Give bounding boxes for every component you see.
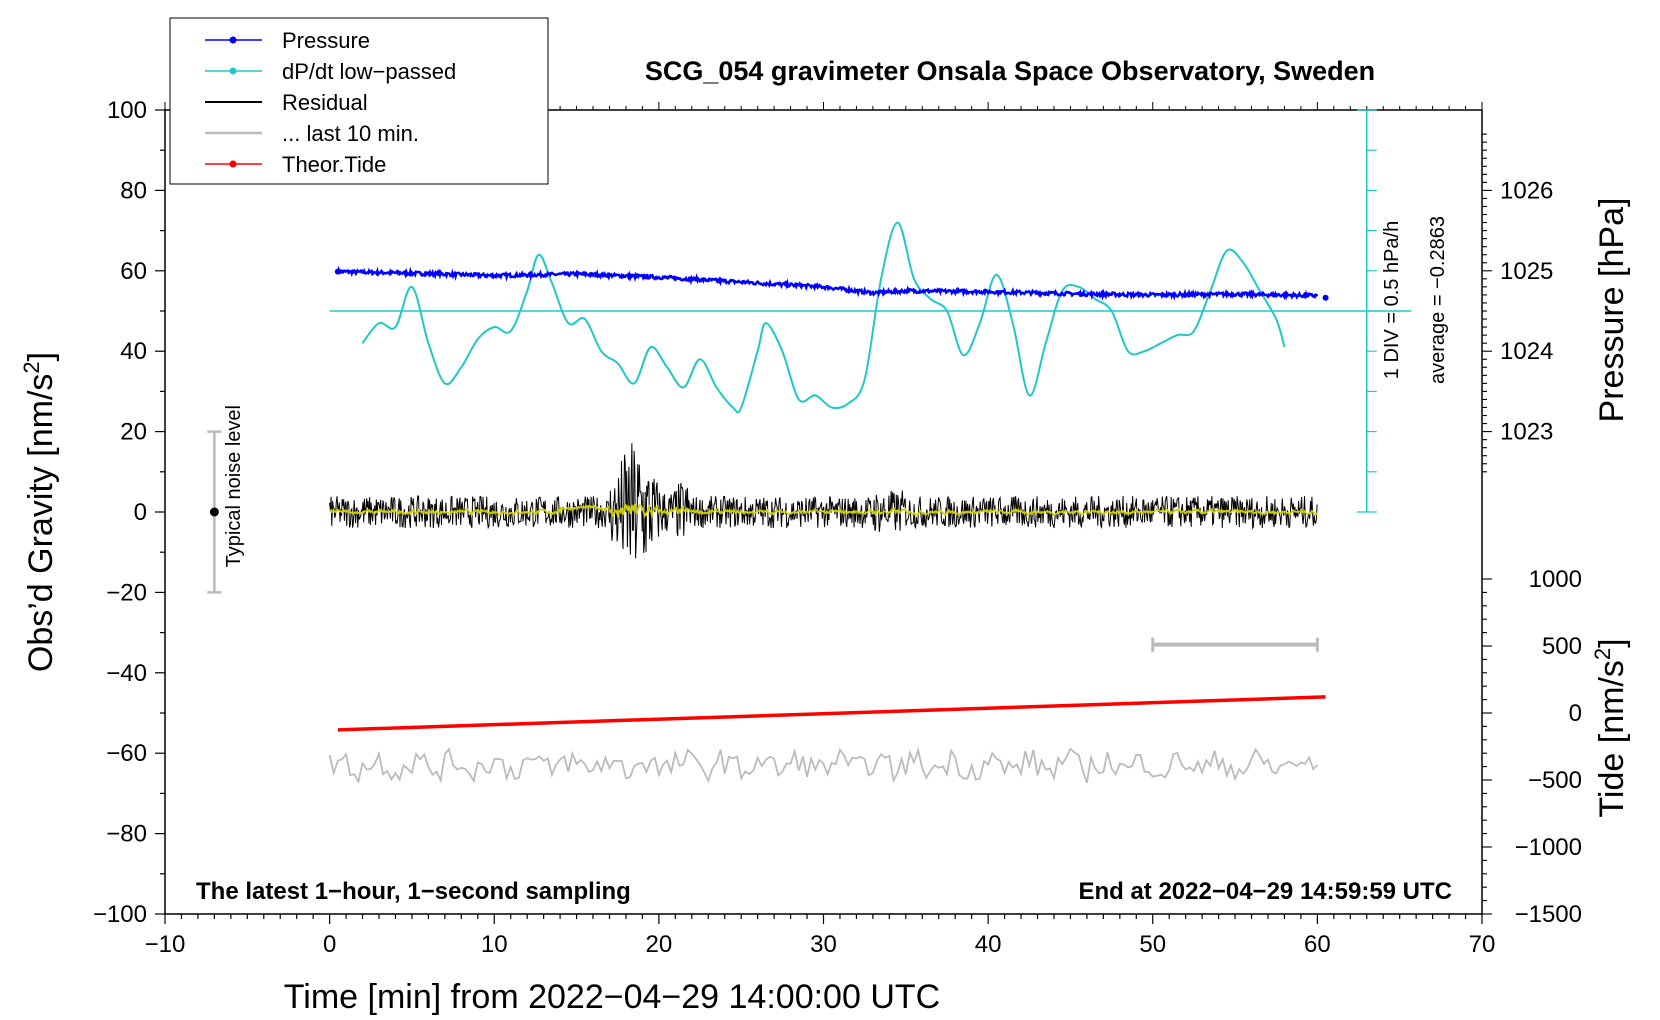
scale-average-label: average = −0.2863 bbox=[1427, 216, 1449, 384]
y-tick-labels: 100 80 60 40 20 0 −20 −40 −60 −80 −100 bbox=[93, 97, 147, 928]
y-tick-label: 60 bbox=[120, 258, 147, 285]
last10-line bbox=[328, 747, 1319, 784]
x-axis-title: Time [min] from 2022−04−29 14:00:00 UTC bbox=[284, 978, 940, 1016]
pressure-tick-label: 1024 bbox=[1500, 338, 1553, 365]
x-tick-label: 0 bbox=[323, 931, 336, 958]
tide-tick-label: 1000 bbox=[1529, 566, 1582, 593]
tide-tick-label: 500 bbox=[1542, 633, 1582, 660]
tide-tick-labels: 1000 500 0 −500 −1000 −1500 bbox=[1515, 566, 1582, 928]
series-pressure bbox=[334, 265, 1329, 301]
pressure-tick-label: 1025 bbox=[1500, 258, 1553, 285]
y-axis-title-left: Obs’d Gravity [nm/s2] bbox=[19, 352, 60, 672]
legend-label: Residual bbox=[282, 90, 368, 115]
y-tick-label: −80 bbox=[106, 821, 147, 848]
y-tick-label: −100 bbox=[93, 901, 147, 928]
y-axis-title-tide: Tide [nm/s2] bbox=[1590, 638, 1631, 817]
tide-tick-label: −1500 bbox=[1515, 901, 1582, 928]
series-residual bbox=[329, 443, 1318, 559]
y-axis-title-left-text: Obs’d Gravity [nm/s bbox=[22, 374, 60, 673]
pressure-tick-label: 1026 bbox=[1500, 177, 1553, 204]
y-tick-label: −20 bbox=[106, 579, 147, 606]
series-last-10-min bbox=[328, 747, 1319, 784]
noise-level-label: Typical noise level bbox=[223, 405, 245, 567]
tide-tick-label: −1000 bbox=[1515, 834, 1582, 861]
y-tick-label: 0 bbox=[134, 499, 147, 526]
legend-label: Theor.Tide bbox=[282, 152, 386, 177]
pressure-marker bbox=[334, 268, 341, 275]
scale-div-label: 1 DIV = 0.5 hPa/h bbox=[1381, 221, 1403, 379]
x-tick-label: 20 bbox=[646, 931, 673, 958]
y-axis-title-left-close: ] bbox=[22, 352, 60, 361]
y-axis-title-tide-sup: 2 bbox=[1590, 648, 1615, 660]
x-tick-label: 60 bbox=[1304, 931, 1331, 958]
y-axis-title-pressure: Pressure [hPa] bbox=[1593, 198, 1631, 423]
series-theor-tide bbox=[337, 695, 1326, 732]
tide-tick-label: −500 bbox=[1528, 767, 1582, 794]
x-tick-label: 70 bbox=[1469, 931, 1496, 958]
legend-marker bbox=[229, 160, 237, 168]
x-tick-label: 50 bbox=[1139, 931, 1166, 958]
noise-bar-center bbox=[209, 507, 219, 517]
tide-tick-label: 0 bbox=[1569, 700, 1582, 727]
pressure-tick-label: 1023 bbox=[1500, 419, 1553, 446]
y-tick-label: 80 bbox=[120, 177, 147, 204]
legend-marker bbox=[229, 67, 237, 75]
chart-title: SCG_054 gravimeter Onsala Space Observat… bbox=[645, 56, 1375, 86]
x-tick-label: 10 bbox=[481, 931, 508, 958]
y-axis-title-left-sup: 2 bbox=[19, 361, 44, 373]
dpdt-line bbox=[361, 221, 1286, 414]
x-tick-label: 40 bbox=[975, 931, 1002, 958]
pressure-rate-scale bbox=[1356, 109, 1377, 513]
y-tick-label: 40 bbox=[120, 338, 147, 365]
y-tick-label: 100 bbox=[107, 97, 147, 124]
legend-label: Pressure bbox=[282, 28, 370, 53]
legend-label: ... last 10 min. bbox=[282, 121, 419, 146]
end-time-note: End at 2022−04−29 14:59:59 UTC bbox=[1078, 878, 1452, 905]
series-dpdt bbox=[361, 221, 1286, 414]
tide-line bbox=[337, 695, 1326, 732]
y-axis-title-tide-close: ] bbox=[1593, 638, 1631, 647]
legend: Pressure dP/dt low−passed Residual ... last… bbox=[169, 17, 549, 185]
x-tick-label: 30 bbox=[810, 931, 837, 958]
residual-smoothed-line bbox=[329, 501, 1318, 519]
y-tick-label: 20 bbox=[120, 419, 147, 446]
y-tick-label: −60 bbox=[106, 740, 147, 767]
residual-line bbox=[329, 443, 1318, 559]
x-tick-labels: −10 0 10 20 30 40 50 60 70 bbox=[145, 931, 1496, 958]
legend-marker bbox=[229, 36, 237, 44]
pressure-line bbox=[336, 265, 1319, 301]
pressure-marker bbox=[1322, 294, 1329, 301]
noise-level-bar bbox=[207, 430, 222, 594]
legend-label: dP/dt low−passed bbox=[282, 59, 456, 84]
sampling-note: The latest 1−hour, 1−second sampling bbox=[196, 878, 631, 905]
last-10-min-bracket bbox=[1151, 637, 1319, 652]
x-tick-label: −10 bbox=[145, 931, 186, 958]
y-tick-label: −40 bbox=[106, 660, 147, 687]
axis-ticks bbox=[155, 102, 1492, 924]
pressure-tick-labels: 1026 1025 1024 1023 bbox=[1500, 177, 1553, 445]
y-axis-title-tide-text: Tide [nm/s bbox=[1593, 660, 1631, 817]
